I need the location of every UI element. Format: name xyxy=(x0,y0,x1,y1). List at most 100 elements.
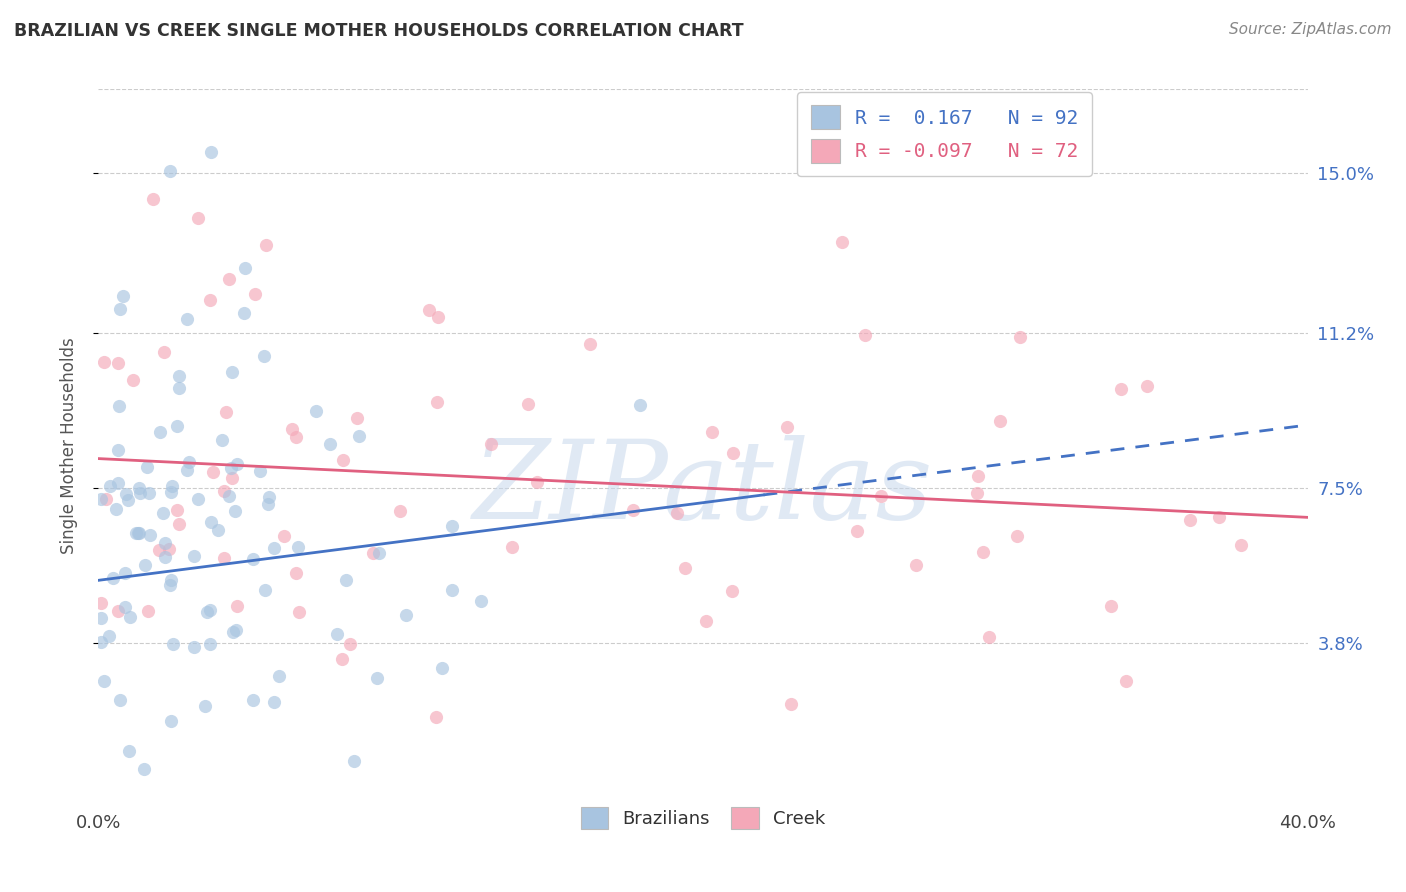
Point xyxy=(979,630,1001,644)
Point xyxy=(388,503,411,517)
Point xyxy=(101,571,124,585)
Point xyxy=(134,762,156,776)
Legend: Brazilians, Creek: Brazilians, Creek xyxy=(574,800,832,837)
Point xyxy=(108,693,131,707)
Point xyxy=(183,549,205,563)
Point xyxy=(177,455,200,469)
Point xyxy=(242,552,264,566)
Point xyxy=(254,238,277,252)
Point xyxy=(479,437,502,451)
Point xyxy=(1230,538,1253,552)
Point xyxy=(470,593,492,607)
Point xyxy=(198,293,221,308)
Point xyxy=(111,289,134,303)
Point xyxy=(966,485,988,500)
Point xyxy=(166,503,188,517)
Point xyxy=(425,709,447,723)
Point xyxy=(368,546,391,560)
Point xyxy=(127,525,149,540)
Point xyxy=(225,457,247,471)
Point xyxy=(330,652,353,666)
Point xyxy=(426,394,449,409)
Point xyxy=(212,550,235,565)
Point xyxy=(90,596,112,610)
Point xyxy=(846,524,869,538)
Point xyxy=(967,469,990,483)
Point xyxy=(326,627,349,641)
Point xyxy=(135,460,157,475)
Point xyxy=(579,336,602,351)
Point xyxy=(1005,528,1028,542)
Point xyxy=(361,546,384,560)
Point xyxy=(200,515,222,529)
Point xyxy=(222,624,245,639)
Point xyxy=(332,452,354,467)
Point xyxy=(233,306,256,320)
Point xyxy=(187,491,209,506)
Point xyxy=(107,604,129,618)
Point xyxy=(253,349,276,363)
Point xyxy=(138,528,160,542)
Point xyxy=(136,604,159,618)
Point xyxy=(104,502,127,516)
Point xyxy=(218,489,240,503)
Point xyxy=(114,566,136,580)
Point xyxy=(339,637,361,651)
Point xyxy=(1115,674,1137,689)
Point xyxy=(212,483,235,498)
Point xyxy=(201,465,224,479)
Point xyxy=(138,486,160,500)
Point xyxy=(366,671,388,685)
Point xyxy=(288,605,311,619)
Point xyxy=(666,506,689,520)
Point xyxy=(98,629,121,643)
Point xyxy=(319,437,342,451)
Point xyxy=(225,623,247,637)
Point xyxy=(1099,599,1122,614)
Point xyxy=(160,479,183,493)
Point xyxy=(108,399,131,413)
Point xyxy=(346,410,368,425)
Point xyxy=(218,272,240,286)
Point xyxy=(281,422,304,436)
Point xyxy=(831,235,853,249)
Point xyxy=(166,419,188,434)
Point xyxy=(207,524,229,538)
Point xyxy=(1136,379,1159,393)
Point xyxy=(1208,510,1230,524)
Point xyxy=(221,471,243,485)
Point xyxy=(153,345,176,359)
Point xyxy=(162,637,184,651)
Point xyxy=(200,637,222,651)
Point xyxy=(904,558,927,572)
Point xyxy=(233,260,256,275)
Point xyxy=(128,525,150,540)
Y-axis label: Single Mother Households: Single Mother Households xyxy=(59,338,77,554)
Point xyxy=(153,550,176,565)
Point xyxy=(273,529,295,543)
Point xyxy=(267,669,290,683)
Point xyxy=(129,486,152,500)
Point xyxy=(194,698,217,713)
Point xyxy=(432,661,454,675)
Point xyxy=(284,566,307,581)
Point xyxy=(117,492,139,507)
Point xyxy=(287,540,309,554)
Text: BRAZILIAN VS CREEK SINGLE MOTHER HOUSEHOLDS CORRELATION CHART: BRAZILIAN VS CREEK SINGLE MOTHER HOUSEHO… xyxy=(14,22,744,40)
Point xyxy=(395,607,418,622)
Point xyxy=(159,163,181,178)
Point xyxy=(335,573,357,587)
Point xyxy=(93,674,115,689)
Point xyxy=(107,443,129,458)
Point xyxy=(426,310,449,324)
Point xyxy=(149,425,172,439)
Point xyxy=(1180,512,1202,526)
Point xyxy=(224,504,246,518)
Point xyxy=(159,578,181,592)
Point xyxy=(673,560,696,574)
Point xyxy=(110,301,132,316)
Point xyxy=(723,446,745,460)
Point xyxy=(211,434,233,448)
Point xyxy=(128,481,150,495)
Point xyxy=(176,463,198,477)
